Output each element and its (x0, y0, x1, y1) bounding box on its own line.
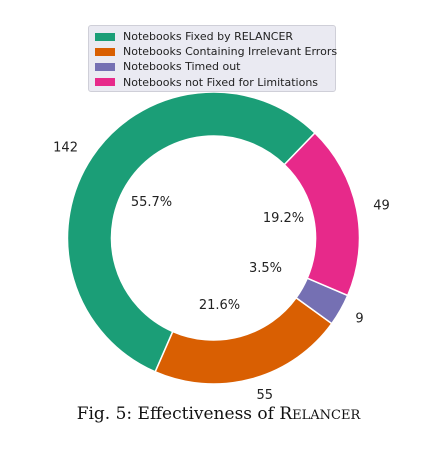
slice-value-label: 49 (373, 199, 390, 214)
figure-caption: Fig. 5: Effectiveness of RELANCER (0, 404, 437, 424)
slice-percent-label: 19.2% (263, 211, 304, 226)
legend-swatch (95, 47, 115, 56)
legend-label: Notebooks Timed out (123, 60, 241, 74)
legend-item: Notebooks Containing Irrelevant Errors (95, 44, 338, 59)
slice-percent-label: 3.5% (249, 261, 282, 276)
legend-swatch (95, 62, 115, 71)
caption-name-initial: R (279, 404, 293, 424)
caption-prefix: Fig. 5: Effectiveness of (76, 404, 280, 424)
donut-slice (154, 296, 333, 385)
slice-value-label: 142 (53, 140, 78, 155)
donut-slice (66, 91, 316, 373)
legend: Notebooks Fixed by RELANCER Notebooks Co… (88, 25, 338, 92)
donut-slice (283, 131, 361, 297)
legend-item: Notebooks not Fixed for Limitations (95, 75, 335, 90)
legend-item: Notebooks Timed out (95, 59, 335, 74)
slice-value-label: 55 (256, 388, 273, 400)
legend-swatch (95, 32, 115, 41)
slice-percent-label: 21.6% (199, 298, 240, 313)
slice-value-label: 9 (355, 311, 363, 326)
legend-item: Notebooks Fixed by RELANCER (95, 29, 335, 44)
donut-chart: 142 55 9 49 55.7% 21.6% 3.5% 19.2% (53, 91, 390, 400)
legend-label: Notebooks not Fixed for Limitations (123, 75, 319, 89)
slice-percent-label: 55.7% (131, 195, 172, 210)
legend-swatch (95, 78, 115, 87)
legend-label: Notebooks Fixed by RELANCER (123, 30, 294, 44)
legend-label: Notebooks Containing Irrelevant Errors (123, 45, 338, 59)
caption-name-rest: ELANCER (292, 408, 361, 423)
